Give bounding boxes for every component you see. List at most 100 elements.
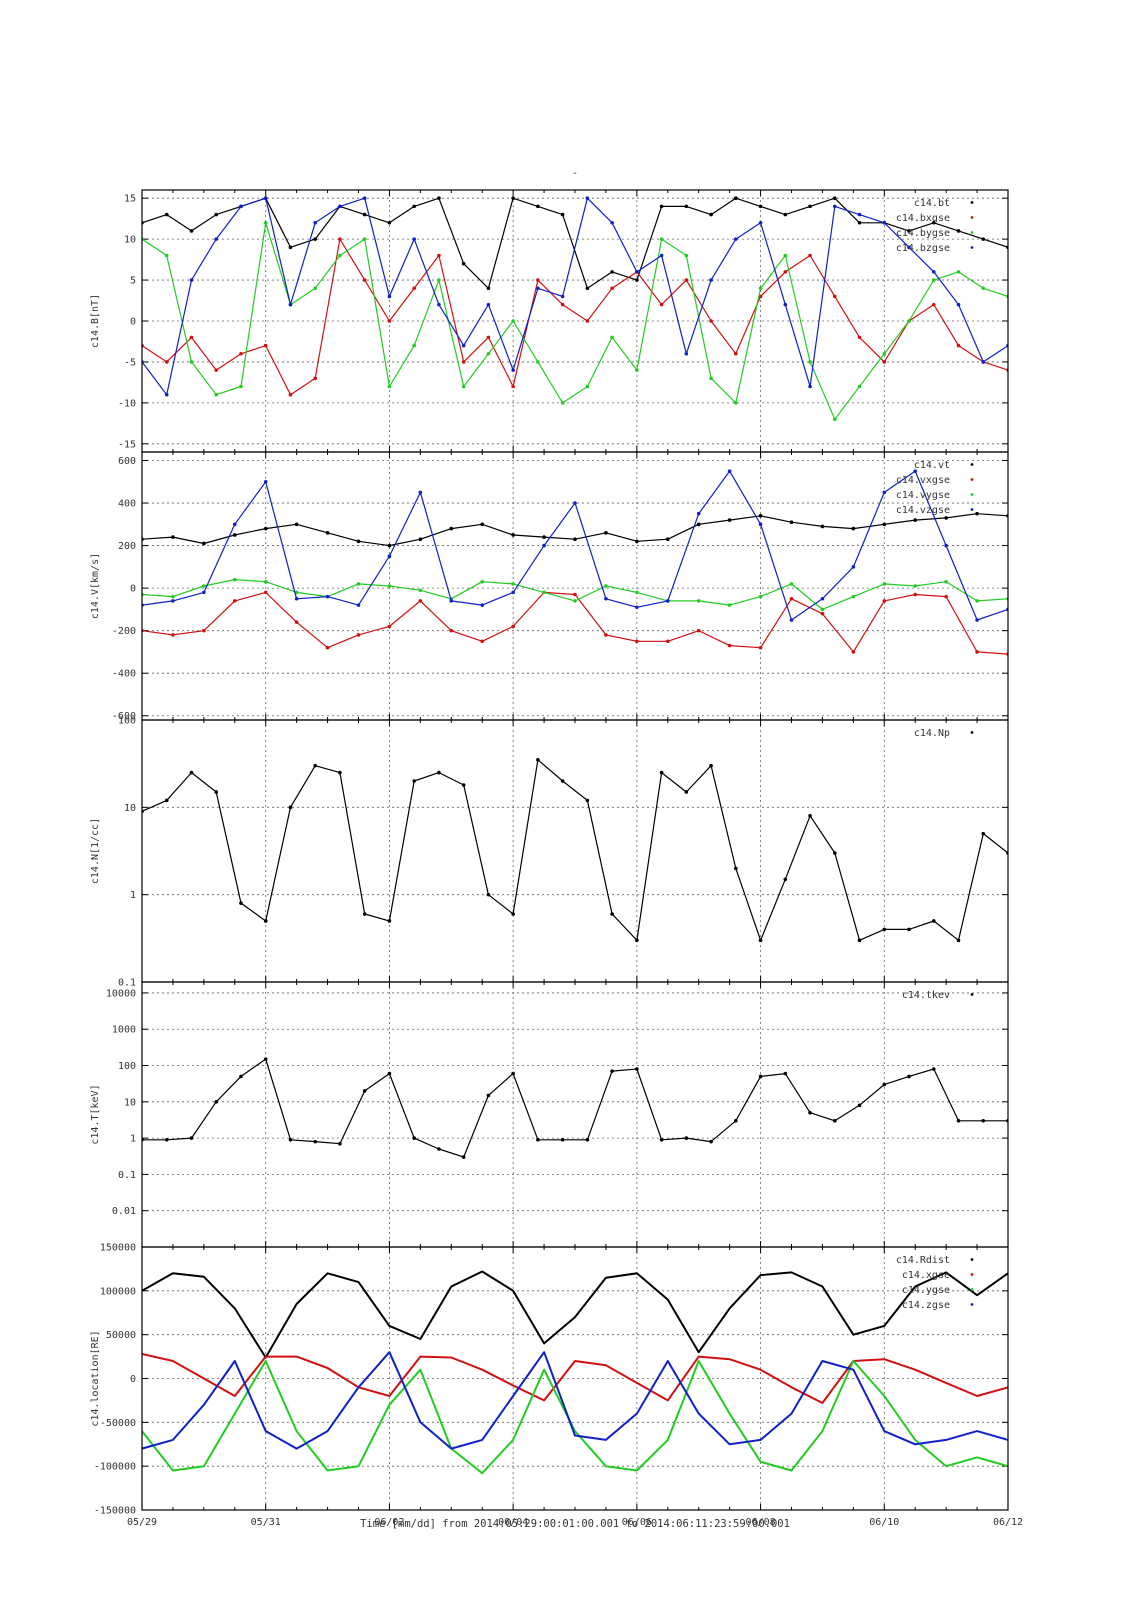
data-point: [288, 392, 293, 397]
data-point: [325, 594, 330, 599]
y-axis-title: c14.N[1/cc]: [90, 818, 101, 884]
y-tick-label: 600: [118, 456, 136, 467]
chart-panels: -15-10-5051015c14.B[nT]c14.btc14.bxgsec1…: [90, 189, 1023, 1528]
data-point: [758, 220, 763, 225]
data-point: [604, 531, 608, 535]
legend-label: c14.bygse: [896, 228, 950, 239]
data-point: [573, 599, 577, 603]
y-tick-label: -200: [112, 626, 136, 637]
data-point: [164, 253, 169, 258]
data-point: [338, 204, 342, 209]
legend-marker: [970, 1303, 974, 1306]
data-point: [913, 592, 918, 597]
legend-marker: [970, 1273, 974, 1276]
data-point: [696, 599, 701, 603]
legend-label: c14.Np: [914, 728, 950, 739]
data-point: [387, 543, 392, 548]
data-point: [362, 237, 367, 241]
x-tick-label: 06/02: [374, 1517, 404, 1528]
panel-V: -600 -400 -200 0 200 400 600 c14.V[km/s] c14.vt c…: [90, 451, 1009, 722]
data-point: [418, 599, 423, 603]
data-point: [833, 851, 837, 855]
data-point: [202, 541, 206, 546]
data-point: [511, 590, 515, 595]
data-point: [709, 763, 713, 768]
data-point: [536, 204, 540, 209]
data-point: [171, 599, 175, 603]
data-point: [727, 518, 732, 522]
data-point: [975, 650, 979, 654]
data-point: [560, 302, 565, 307]
data-point: [560, 401, 565, 405]
data-point: [214, 790, 219, 794]
data-point: [461, 384, 466, 389]
data-point: [956, 229, 961, 233]
data-point: [412, 779, 416, 783]
data-point: [294, 620, 299, 624]
data-point: [362, 196, 367, 200]
y-tick-label: 0: [130, 1374, 136, 1385]
data-point: [189, 335, 194, 340]
data-point: [758, 286, 763, 291]
data-point: [734, 401, 738, 405]
data-point: [783, 253, 788, 258]
data-point: [356, 539, 361, 544]
data-point: [560, 1137, 565, 1142]
data-point: [882, 490, 887, 495]
data-point: [263, 919, 268, 923]
data-point: [313, 220, 318, 225]
data-point: [542, 590, 546, 595]
data-point: [727, 469, 732, 473]
data-point: [480, 639, 485, 644]
data-point: [573, 537, 577, 542]
legend-label: c14.zgse: [902, 1300, 950, 1311]
data-point: [882, 351, 887, 356]
data-point: [511, 533, 515, 537]
legend-label: c14.vygse: [896, 490, 950, 501]
x-tick-label: 06/04: [498, 1517, 528, 1528]
data-point: [202, 584, 206, 588]
series-line-c14-bt: [142, 197, 1008, 289]
data-point: [734, 1118, 738, 1123]
data-point: [975, 618, 979, 622]
x-tick-label: 05/31: [251, 1517, 281, 1528]
data-point: [808, 253, 812, 258]
data-point: [232, 577, 237, 582]
y-tick-label: 150000: [100, 1243, 136, 1254]
data-point: [734, 351, 738, 356]
data-point: [189, 229, 194, 233]
data-point: [387, 294, 392, 299]
x-axis-title: Time [mm/dd] from 2014:05:29:00:01:00.00…: [360, 1518, 790, 1530]
data-point: [449, 526, 454, 531]
data-point: [659, 770, 664, 775]
data-point: [239, 204, 243, 209]
data-point: [956, 302, 961, 307]
data-point: [263, 590, 268, 595]
panel-frame: [141, 719, 1009, 983]
data-point: [585, 319, 590, 323]
series-line-c14-zgse: [142, 1351, 1008, 1450]
data-point: [851, 526, 856, 531]
data-point: [461, 783, 466, 787]
legend-label: c14.vxgse: [896, 475, 950, 486]
data-point: [338, 237, 342, 241]
series-line-c14-Np: [142, 759, 1008, 941]
data-point: [956, 938, 961, 943]
y-tick-label: 5: [130, 276, 136, 287]
data-point: [808, 813, 812, 818]
panel-N: 0.1 1 10 100 c14.N[1/cc] c14.Np: [90, 716, 1009, 989]
series-line-c14-bxgse: [142, 238, 1008, 396]
data-point: [907, 1074, 911, 1079]
data-point: [189, 770, 194, 775]
data-point: [907, 229, 911, 233]
series-line-c14-Rdist: [142, 1270, 1008, 1359]
y-tick-label: 10000: [106, 988, 136, 999]
data-point: [189, 360, 194, 364]
data-point: [461, 1155, 466, 1159]
data-point: [511, 384, 515, 389]
data-point: [696, 522, 701, 527]
data-point: [758, 938, 763, 943]
data-point: [931, 919, 936, 923]
y-tick-label: 0.01: [112, 1206, 136, 1217]
